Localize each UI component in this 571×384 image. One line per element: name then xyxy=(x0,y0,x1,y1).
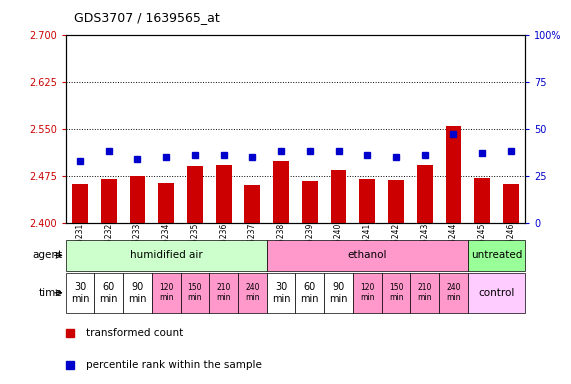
Bar xyxy=(66,240,267,271)
Bar xyxy=(274,161,289,223)
Bar xyxy=(66,273,94,313)
Text: 150
min: 150 min xyxy=(389,283,403,303)
Bar xyxy=(238,273,267,313)
Text: 150
min: 150 min xyxy=(188,283,202,303)
Bar xyxy=(468,273,525,313)
Bar xyxy=(388,180,404,223)
Text: control: control xyxy=(478,288,515,298)
Text: 60
min: 60 min xyxy=(99,282,118,304)
Bar xyxy=(353,273,381,313)
Bar xyxy=(130,176,146,223)
Text: transformed count: transformed count xyxy=(86,328,184,338)
Bar xyxy=(417,165,433,223)
Bar xyxy=(244,185,260,223)
Bar xyxy=(123,273,152,313)
Text: 120
min: 120 min xyxy=(360,283,375,303)
Bar xyxy=(468,240,525,271)
Text: untreated: untreated xyxy=(471,250,522,260)
Text: 210
min: 210 min xyxy=(216,283,231,303)
Text: 240
min: 240 min xyxy=(447,283,461,303)
Text: GDS3707 / 1639565_at: GDS3707 / 1639565_at xyxy=(74,12,220,25)
Text: agent: agent xyxy=(33,250,63,260)
Bar xyxy=(381,273,411,313)
Bar xyxy=(411,273,439,313)
Text: 120
min: 120 min xyxy=(159,283,174,303)
Bar xyxy=(152,273,180,313)
Text: 30
min: 30 min xyxy=(71,282,89,304)
Bar xyxy=(94,273,123,313)
Text: 210
min: 210 min xyxy=(417,283,432,303)
Bar xyxy=(475,177,490,223)
Text: humidified air: humidified air xyxy=(130,250,203,260)
Bar xyxy=(503,184,519,223)
Text: ethanol: ethanol xyxy=(348,250,387,260)
Text: 90
min: 90 min xyxy=(128,282,147,304)
Bar xyxy=(267,273,296,313)
Text: time: time xyxy=(39,288,63,298)
Bar xyxy=(267,240,468,271)
Bar xyxy=(359,179,375,223)
Text: 60
min: 60 min xyxy=(300,282,319,304)
Bar xyxy=(216,165,232,223)
Bar xyxy=(324,273,353,313)
Text: 240
min: 240 min xyxy=(245,283,260,303)
Text: 90
min: 90 min xyxy=(329,282,348,304)
Text: 30
min: 30 min xyxy=(272,282,291,304)
Bar xyxy=(210,273,238,313)
Bar xyxy=(101,179,116,223)
Bar xyxy=(302,181,317,223)
Bar xyxy=(331,170,347,223)
Bar xyxy=(296,273,324,313)
Bar xyxy=(445,126,461,223)
Bar xyxy=(158,183,174,223)
Bar xyxy=(439,273,468,313)
Bar xyxy=(187,166,203,223)
Text: percentile rank within the sample: percentile rank within the sample xyxy=(86,360,262,370)
Bar xyxy=(180,273,210,313)
Bar xyxy=(72,184,88,223)
